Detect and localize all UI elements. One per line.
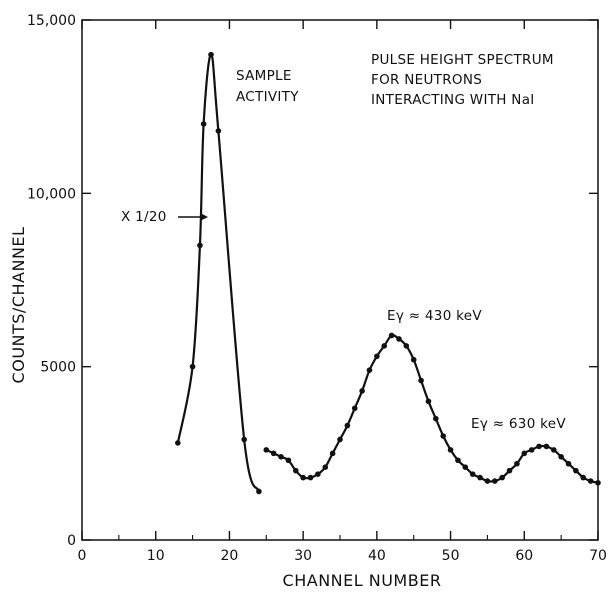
data-point [189, 363, 196, 370]
data-point [344, 422, 351, 429]
data-point [492, 478, 498, 484]
data-point [388, 332, 395, 339]
data-point [506, 467, 513, 474]
y-tick-label: 5000 [40, 360, 76, 376]
series-line [176, 53, 260, 492]
y-axis-title: COUNTS/CHANNEL [9, 227, 28, 384]
data-point [329, 450, 336, 457]
data-point [425, 398, 432, 405]
data-point [197, 242, 203, 249]
data-point [573, 467, 579, 474]
data-point [477, 474, 483, 481]
data-point [587, 478, 594, 484]
data-point [337, 436, 343, 443]
x-tick-label: 70 [589, 548, 607, 564]
data-point [322, 464, 329, 471]
annotation-sample-line1: SAMPLE [236, 68, 292, 84]
data-point [175, 440, 181, 446]
series-sample-activity [175, 51, 262, 495]
annotation-sample-line2: ACTIVITY [236, 89, 299, 105]
data-point [263, 447, 270, 453]
series-main-spectrum [263, 332, 601, 486]
data-point [278, 454, 284, 460]
data-point [200, 121, 207, 127]
data-point [366, 367, 373, 373]
data-point [285, 457, 292, 464]
data-point [270, 450, 277, 457]
data-point [351, 405, 358, 412]
data-point [208, 51, 214, 58]
data-point [536, 443, 542, 450]
data-point [543, 443, 550, 450]
data-point [455, 457, 461, 464]
data-point [499, 474, 505, 481]
y-tick-label: 15,000 [27, 13, 76, 29]
x-tick-label: 20 [221, 548, 239, 564]
series-line [265, 334, 599, 484]
data-point [558, 454, 564, 460]
annotation-title-line2: FOR NEUTRONS [371, 72, 482, 88]
data-point [215, 128, 222, 134]
data-point [565, 460, 572, 467]
data-point [469, 471, 476, 477]
x-tick-label: 60 [515, 548, 533, 564]
data-point [403, 343, 410, 349]
data-point [359, 388, 365, 394]
data-point [440, 433, 447, 439]
data-point [514, 460, 520, 467]
data-point [447, 447, 454, 453]
data-point [528, 447, 535, 453]
data-point [381, 343, 388, 349]
x-tick-label: 10 [147, 548, 165, 564]
data-point [418, 377, 424, 384]
x-tick-label: 30 [294, 548, 312, 564]
annotation-title-line1: PULSE HEIGHT SPECTRUM [371, 52, 554, 68]
annotation-peak-430: Eγ ≈ 430 keV [387, 308, 482, 324]
y-ticks: 0 5000 10,000 15,000 [27, 13, 598, 549]
data-point [374, 353, 380, 360]
scale-arrow [178, 213, 208, 221]
annotation-peak-630: Eγ ≈ 630 keV [471, 416, 566, 432]
data-point [410, 356, 417, 363]
data-point [256, 488, 262, 495]
data-point [484, 478, 491, 484]
data-point [595, 480, 601, 486]
x-tick-label: 0 [78, 548, 87, 564]
annotation-title-line3: INTERACTING WITH NaI [371, 92, 535, 108]
y-tick-label: 0 [67, 533, 76, 549]
x-ticks: 0 10 20 30 40 50 60 70 [78, 20, 607, 564]
data-point [315, 471, 321, 477]
data-point [550, 447, 557, 453]
data-point [292, 467, 299, 474]
data-point [580, 474, 587, 481]
data-point [307, 474, 314, 481]
x-tick-label: 40 [368, 548, 386, 564]
data-point [300, 474, 306, 481]
data-point [521, 450, 528, 457]
data-point [462, 464, 469, 471]
data-point [241, 436, 247, 443]
data-point [396, 336, 402, 342]
x-tick-label: 50 [442, 548, 460, 564]
annotation-scale: X 1/20 [121, 209, 167, 225]
x-axis-title: CHANNEL NUMBER [283, 571, 442, 590]
data-point [433, 415, 439, 422]
y-tick-label: 10,000 [27, 186, 76, 202]
